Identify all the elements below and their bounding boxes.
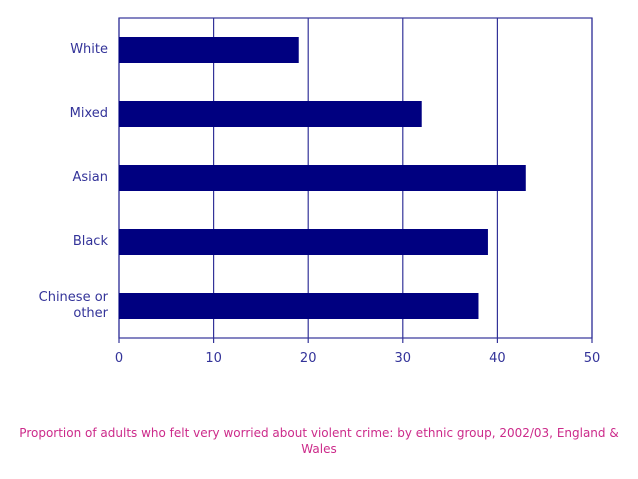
bar bbox=[119, 229, 488, 255]
x-tick-label: 20 bbox=[300, 351, 317, 366]
x-tick-label: 50 bbox=[584, 351, 601, 366]
x-tick-label: 0 bbox=[115, 351, 123, 366]
chart-caption: Proportion of adults who felt very worri… bbox=[19, 426, 619, 456]
x-tick-label: 30 bbox=[395, 351, 412, 366]
y-tick-label: White bbox=[70, 42, 108, 57]
x-tick-label: 40 bbox=[489, 351, 506, 366]
x-tick-label: 10 bbox=[205, 351, 222, 366]
bar bbox=[119, 293, 479, 319]
bar bbox=[119, 37, 299, 63]
y-tick-label: Black bbox=[72, 234, 108, 249]
y-tick-label: Chinese or other bbox=[38, 290, 108, 321]
bar bbox=[119, 101, 422, 127]
bar bbox=[119, 165, 526, 191]
y-tick-label: Mixed bbox=[69, 106, 108, 121]
y-tick-label: Asian bbox=[72, 170, 108, 185]
